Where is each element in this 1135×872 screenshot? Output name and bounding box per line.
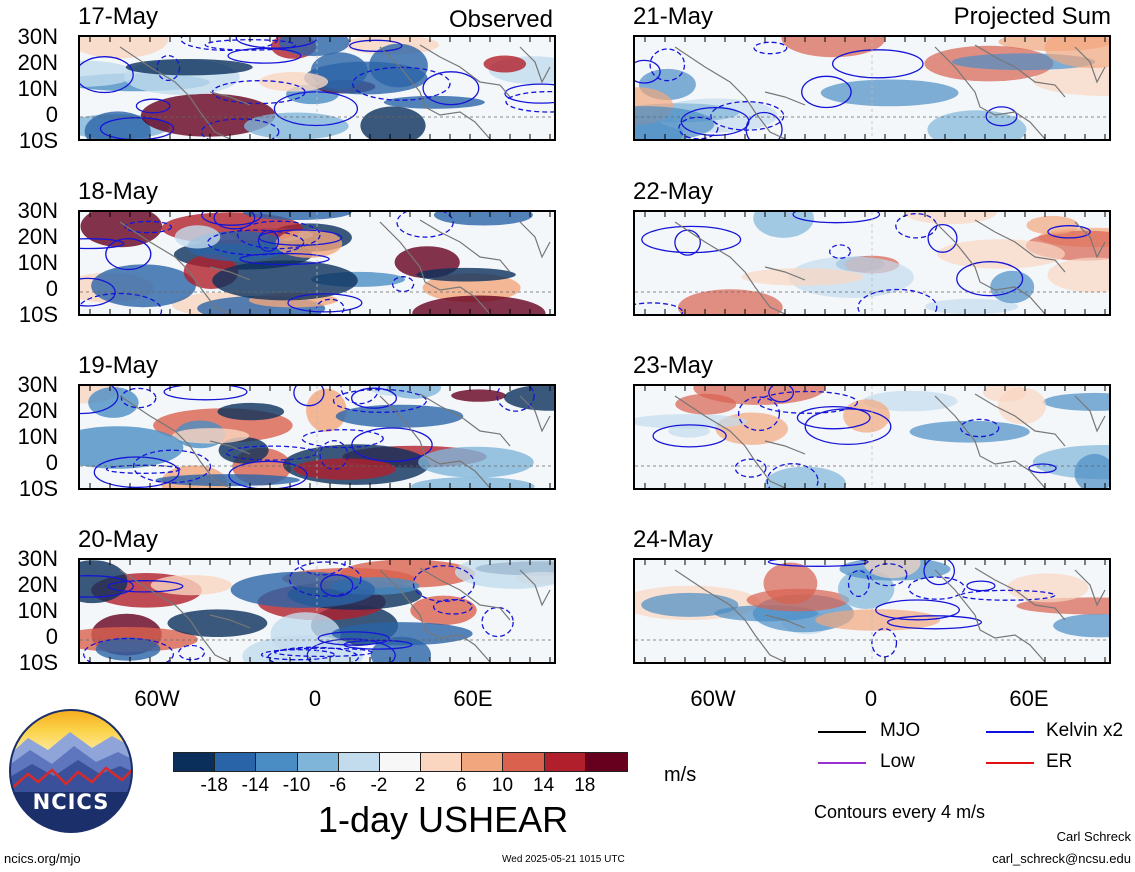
legend-label-low: Low bbox=[880, 751, 915, 772]
map-panel bbox=[633, 384, 1111, 490]
legend-line-mjo bbox=[818, 731, 866, 733]
map-panel bbox=[633, 210, 1111, 316]
panel-date: 18-May bbox=[78, 178, 159, 205]
lon-label: 0 bbox=[864, 686, 878, 711]
map-field bbox=[635, 212, 1109, 314]
legend-line-low bbox=[818, 762, 866, 764]
colorbar-tick: 14 bbox=[533, 775, 555, 796]
map-field bbox=[80, 37, 554, 139]
panel-date: 20-May bbox=[78, 526, 159, 553]
contour-note: Contours every 4 m/s bbox=[814, 802, 986, 822]
panel-date: 24-May bbox=[633, 526, 714, 553]
logo-text: NCICS bbox=[32, 790, 110, 814]
colorbar-cells bbox=[173, 752, 628, 772]
lat-label: 10S bbox=[18, 128, 58, 153]
map-field bbox=[80, 560, 554, 662]
colorbar-tick: -18 bbox=[200, 775, 228, 796]
colorbar-cell bbox=[256, 753, 298, 771]
colorbar-tick: 2 bbox=[414, 775, 426, 796]
colorbar bbox=[173, 752, 628, 772]
legend-label-mjo: MJO bbox=[880, 720, 921, 741]
lat-label: 10N bbox=[17, 598, 58, 623]
footer-email: carl_schreck@ncsu.edu bbox=[992, 851, 1131, 866]
map-field bbox=[635, 386, 1109, 488]
colorbar-tick: -14 bbox=[241, 775, 270, 796]
map-field bbox=[635, 560, 1109, 662]
map-panel bbox=[78, 210, 556, 316]
lat-label: 30N bbox=[17, 372, 58, 397]
panel-date: 17-May bbox=[78, 3, 159, 30]
lat-label: 20N bbox=[17, 50, 58, 75]
colorbar-tick: -2 bbox=[370, 775, 388, 796]
colorbar-cell bbox=[585, 753, 627, 771]
lon-label: 60E bbox=[1009, 686, 1049, 711]
panel-date: 22-May bbox=[633, 178, 714, 205]
colorbar-cell bbox=[462, 753, 504, 771]
observed-label: Observed bbox=[448, 6, 553, 33]
colorbar-tick: 10 bbox=[491, 775, 514, 796]
lat-label: 30N bbox=[17, 198, 58, 223]
colorbar-cell bbox=[338, 753, 380, 771]
colorbar-cell bbox=[379, 753, 422, 771]
colorbar-cell bbox=[503, 753, 545, 771]
map-panel bbox=[633, 558, 1111, 664]
map-field bbox=[80, 386, 554, 488]
colorbar-cell bbox=[421, 753, 463, 771]
map-panel bbox=[78, 35, 556, 141]
colorbar-tick: 18 bbox=[574, 775, 596, 796]
colorbar-cell bbox=[174, 753, 216, 771]
logo-icon bbox=[9, 709, 133, 833]
lat-label: 0 bbox=[45, 624, 58, 649]
lat-label: 20N bbox=[17, 224, 58, 249]
colorbar-cell bbox=[297, 753, 339, 771]
legend-line-er bbox=[986, 762, 1034, 764]
panel-date: 23-May bbox=[633, 352, 714, 379]
lat-label: 10S bbox=[18, 650, 58, 675]
footer-author: Carl Schreck bbox=[1056, 829, 1131, 844]
footer-timestamp: Wed 2025-05-21 1015 UTC bbox=[502, 854, 625, 865]
lat-label: 0 bbox=[45, 102, 58, 127]
map-field bbox=[635, 37, 1109, 139]
colorbar-cell bbox=[544, 753, 586, 771]
lat-label: 10S bbox=[18, 476, 58, 501]
lat-label: 30N bbox=[17, 24, 58, 49]
lat-label: 10S bbox=[18, 302, 58, 327]
colorbar-ticks: -18 -14 -10 -6 -2 2 6 10 14 18 bbox=[173, 776, 628, 796]
panel-date: 21-May bbox=[633, 3, 714, 30]
lat-label: 10N bbox=[17, 250, 58, 275]
colorbar-tick: 6 bbox=[455, 775, 467, 796]
lat-label: 10N bbox=[17, 76, 58, 101]
panel-date: 19-May bbox=[78, 352, 159, 379]
legend-label-kelvin: Kelvin x2 bbox=[1046, 720, 1124, 741]
ncics-logo: NCICS bbox=[8, 708, 134, 834]
map-panel bbox=[78, 558, 556, 664]
lon-label: 0 bbox=[308, 686, 322, 711]
projected-label: Projected Sum bbox=[953, 3, 1111, 30]
map-panel bbox=[633, 35, 1111, 141]
map-field bbox=[80, 212, 554, 314]
colorbar-unit: m/s bbox=[664, 764, 697, 786]
footer-url: ncics.org/mjo bbox=[4, 851, 81, 866]
colorbar-cell bbox=[215, 753, 257, 771]
colorbar-tick: -6 bbox=[329, 775, 347, 796]
lon-label: 60W bbox=[690, 686, 736, 711]
legend-line-kelvin bbox=[986, 731, 1034, 733]
lat-label: 0 bbox=[45, 276, 58, 301]
plot-title: 1-day USHEAR bbox=[318, 799, 569, 840]
colorbar-tick: -10 bbox=[282, 775, 311, 796]
lat-label: 10N bbox=[17, 424, 58, 449]
map-panel bbox=[78, 384, 556, 490]
lat-label: 0 bbox=[45, 450, 58, 475]
lon-label: 60E bbox=[453, 686, 493, 711]
lat-label: 20N bbox=[17, 398, 58, 423]
legend-label-er: ER bbox=[1046, 751, 1073, 772]
lon-label: 60W bbox=[134, 686, 180, 711]
lat-label: 30N bbox=[17, 546, 58, 571]
lat-label: 20N bbox=[17, 572, 58, 597]
